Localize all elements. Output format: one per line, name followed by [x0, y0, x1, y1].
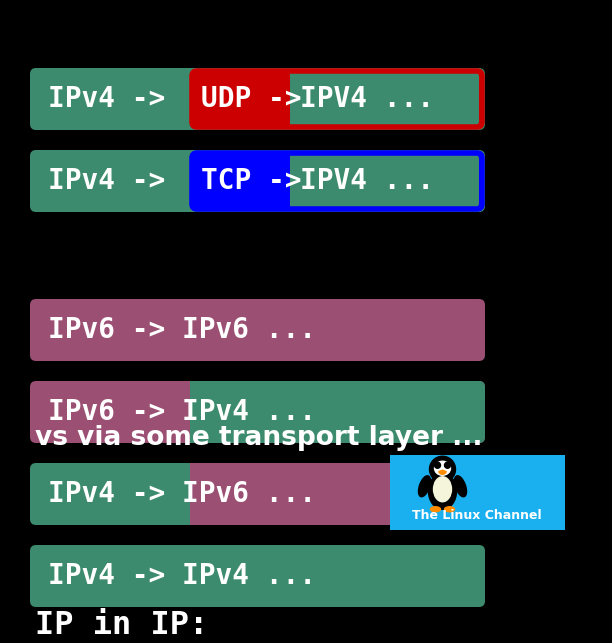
- Text: IPv6 -> IPv6 ...: IPv6 -> IPv6 ...: [48, 316, 316, 344]
- FancyBboxPatch shape: [30, 150, 485, 212]
- FancyBboxPatch shape: [30, 299, 485, 361]
- FancyBboxPatch shape: [30, 381, 485, 443]
- FancyBboxPatch shape: [193, 154, 481, 208]
- Bar: [193, 154, 203, 208]
- Bar: [290, 72, 300, 126]
- FancyBboxPatch shape: [30, 68, 485, 130]
- Circle shape: [444, 462, 450, 468]
- FancyBboxPatch shape: [290, 154, 479, 208]
- Text: IPv4 -> IPv4 ...: IPv4 -> IPv4 ...: [48, 562, 316, 590]
- Text: IPV4 ...: IPV4 ...: [300, 85, 434, 113]
- Bar: [190, 381, 200, 443]
- Ellipse shape: [419, 476, 430, 497]
- Ellipse shape: [430, 507, 441, 512]
- Text: IPV4 ...: IPV4 ...: [300, 167, 434, 195]
- Bar: [193, 72, 203, 126]
- Text: IPv4 ->: IPv4 ->: [48, 167, 165, 195]
- FancyBboxPatch shape: [190, 381, 485, 443]
- FancyBboxPatch shape: [190, 463, 485, 525]
- FancyBboxPatch shape: [30, 545, 485, 607]
- Bar: [290, 154, 300, 208]
- Ellipse shape: [435, 461, 450, 475]
- Text: IP in IP:: IP in IP:: [35, 610, 208, 641]
- FancyBboxPatch shape: [290, 72, 479, 126]
- Text: vs via some transport layer ...: vs via some transport layer ...: [35, 425, 482, 451]
- Text: IPv4 -> IPv6 ...: IPv4 -> IPv6 ...: [48, 480, 316, 508]
- Ellipse shape: [455, 476, 466, 497]
- Bar: [190, 463, 200, 525]
- Ellipse shape: [433, 476, 452, 502]
- Ellipse shape: [428, 473, 457, 509]
- Text: TCP ->: TCP ->: [201, 167, 302, 195]
- Ellipse shape: [444, 507, 455, 512]
- FancyBboxPatch shape: [193, 72, 481, 126]
- Text: The Linux Channel: The Linux Channel: [412, 509, 542, 522]
- Bar: [390, 455, 565, 530]
- Text: UDP ->: UDP ->: [201, 85, 302, 113]
- Wedge shape: [439, 470, 446, 475]
- FancyBboxPatch shape: [30, 463, 485, 525]
- Circle shape: [430, 457, 455, 482]
- Text: IPv4 ->: IPv4 ->: [48, 85, 165, 113]
- Circle shape: [435, 462, 441, 468]
- Text: IPv6 -> IPv4 ...: IPv6 -> IPv4 ...: [48, 398, 316, 426]
